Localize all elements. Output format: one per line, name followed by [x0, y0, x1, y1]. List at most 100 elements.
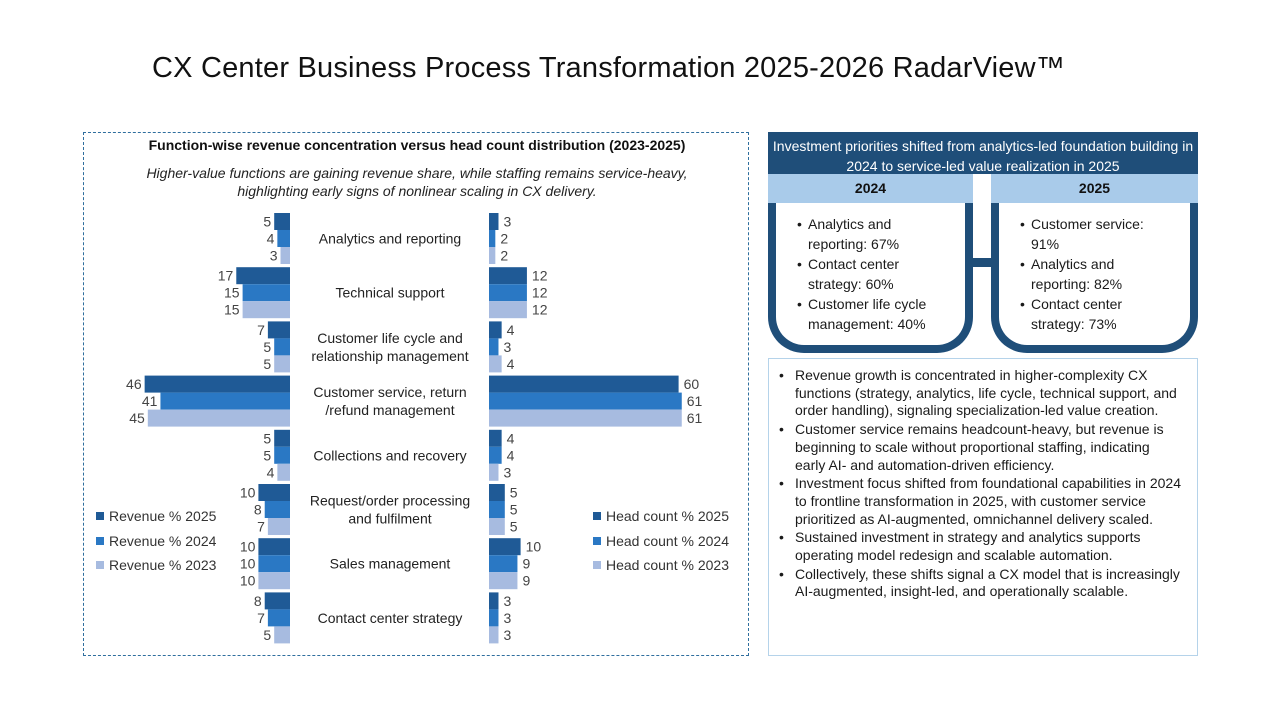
priority-list-2025: Customer service: 91%Analytics and repor…	[999, 203, 1190, 334]
category-label: Request/order processing	[310, 493, 470, 509]
headcount-bar	[489, 301, 527, 319]
headcount-bar	[489, 429, 502, 447]
revenue-bar	[264, 592, 290, 610]
revenue-value-label: 7	[257, 519, 265, 535]
headcount-bar	[489, 626, 499, 644]
headcount-value-label: 5	[510, 502, 518, 518]
revenue-value-label: 4	[267, 231, 275, 247]
revenue-bar	[147, 409, 290, 427]
headcount-bar	[489, 518, 505, 535]
headcount-value-label: 60	[684, 376, 700, 392]
revenue-value-label: 10	[240, 573, 256, 589]
category-label: /refund management	[325, 402, 454, 418]
revenue-bar	[277, 230, 290, 247]
headcount-bar	[489, 321, 502, 339]
revenue-bar	[274, 429, 290, 447]
headcount-bar	[489, 501, 505, 518]
priority-item-2024: Customer life cycle management: 40%	[797, 294, 953, 334]
headcount-value-label: 2	[500, 248, 508, 264]
year-card-2025: Customer service: 91%Analytics and repor…	[991, 203, 1198, 353]
revenue-value-label: 5	[263, 356, 271, 372]
legend-item-revenue: Revenue % 2023	[96, 553, 216, 578]
revenue-bar	[258, 538, 290, 556]
legend-label: Head count % 2024	[606, 532, 729, 549]
headcount-value-label: 9	[522, 556, 530, 572]
revenue-bar	[274, 213, 290, 230]
headcount-value-label: 3	[503, 339, 511, 355]
revenue-value-label: 46	[126, 376, 142, 392]
priority-item-2025: Contact center strategy: 73%	[1020, 294, 1170, 334]
legend-swatch	[96, 536, 104, 545]
legend-headcount: Head count % 2025 Head count % 2024 Head c…	[593, 504, 729, 578]
page-title: CX Center Business Process Transformatio…	[152, 52, 1065, 84]
headcount-value-label: 5	[510, 485, 518, 501]
legend-label: Revenue % 2025	[109, 508, 217, 525]
legend-item-revenue: Revenue % 2025	[96, 504, 216, 529]
revenue-value-label: 8	[254, 593, 262, 609]
legend-item-headcount: Head count % 2025	[593, 504, 729, 529]
revenue-value-label: 5	[263, 339, 271, 355]
year-tab-2025: 2025	[991, 174, 1198, 203]
revenue-bar	[236, 267, 290, 285]
revenue-bar	[274, 446, 290, 464]
legend-label: Revenue % 2023	[109, 557, 217, 574]
headcount-bar	[489, 409, 682, 427]
chart-subtitle: Higher-value functions are gaining reven…	[146, 165, 688, 199]
headcount-bar	[489, 392, 682, 410]
headcount-bar	[489, 463, 499, 481]
revenue-bar	[258, 484, 290, 501]
legend-swatch	[96, 512, 104, 521]
priority-item-2024: Analytics and reporting: 67%	[797, 214, 953, 254]
legend-item-headcount: Head count % 2024	[593, 529, 729, 554]
revenue-value-label: 7	[257, 610, 265, 626]
legend-item-revenue: Revenue % 2024	[96, 529, 216, 554]
category-label: Technical support	[336, 285, 445, 301]
headcount-value-label: 3	[503, 627, 511, 643]
investment-panel: Investment priorities shifted from analy…	[768, 132, 1198, 354]
revenue-bar	[144, 375, 290, 393]
revenue-value-label: 41	[142, 393, 158, 409]
revenue-value-label: 5	[263, 627, 271, 643]
headcount-bar	[489, 213, 499, 230]
revenue-bar	[242, 301, 290, 319]
headcount-value-label: 3	[503, 593, 511, 609]
headcount-value-label: 4	[507, 356, 515, 372]
category-label: Sales management	[330, 556, 451, 572]
revenue-value-label: 5	[263, 214, 271, 230]
revenue-value-label: 10	[240, 485, 256, 501]
headcount-bar	[489, 555, 518, 573]
revenue-bar	[267, 321, 290, 339]
insight-item: Investment focus shifted from foundation…	[779, 475, 1183, 528]
headcount-bar	[489, 572, 518, 590]
insight-item: Collectively, these shifts signal a CX m…	[779, 566, 1183, 601]
headcount-value-label: 3	[503, 464, 511, 480]
insights-list: Revenue growth is concentrated in higher…	[777, 367, 1183, 601]
category-label: and fulfilment	[348, 511, 431, 527]
legend-swatch	[593, 512, 601, 521]
headcount-bar	[489, 267, 527, 285]
revenue-bar	[267, 609, 290, 627]
headcount-bar	[489, 230, 496, 247]
revenue-bar	[264, 501, 290, 518]
legend-swatch	[96, 561, 104, 570]
category-label: relationship management	[311, 348, 468, 364]
revenue-value-label: 10	[240, 556, 256, 572]
revenue-value-label: 45	[129, 410, 145, 426]
revenue-value-label: 4	[267, 464, 275, 480]
revenue-bar	[258, 555, 290, 573]
revenue-bar	[280, 247, 290, 264]
headcount-bar	[489, 355, 502, 373]
headcount-bar	[489, 592, 499, 610]
category-label: Contact center strategy	[318, 610, 463, 626]
priority-list-2024: Analytics and reporting: 67%Contact cent…	[776, 203, 965, 334]
legend-label: Head count % 2025	[606, 508, 729, 525]
headcount-bar	[489, 247, 496, 264]
revenue-value-label: 5	[263, 447, 271, 463]
revenue-bar	[277, 463, 290, 481]
priority-item-2025: Customer service: 91%	[1020, 214, 1170, 254]
revenue-value-label: 5	[263, 430, 271, 446]
revenue-value-label: 15	[224, 302, 240, 318]
category-label: Customer life cycle and	[317, 330, 463, 346]
headcount-bar	[489, 538, 521, 556]
